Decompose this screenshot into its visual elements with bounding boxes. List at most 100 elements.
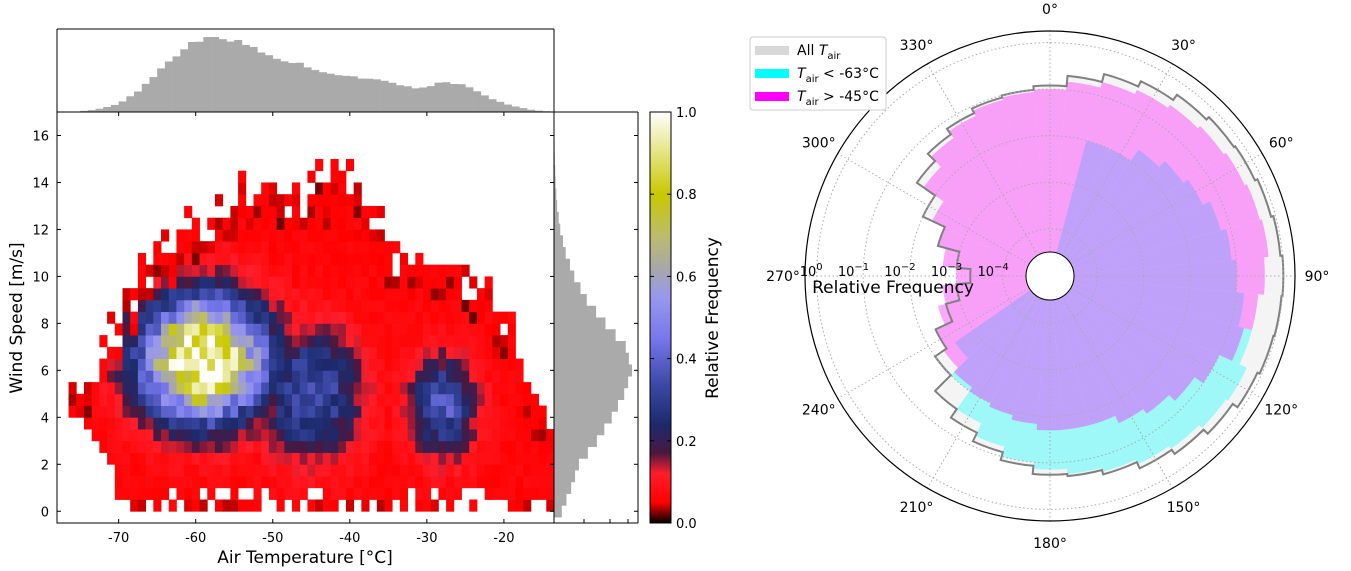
- heatmap-cell: [176, 311, 185, 324]
- heatmap-cell: [99, 405, 108, 418]
- heatmap-cell: [238, 464, 247, 477]
- heatmap-cell: [99, 370, 108, 383]
- heatmap-cell: [292, 429, 301, 442]
- heatmap-cell: [322, 487, 331, 500]
- heatmap-cell: [253, 487, 262, 500]
- heatmap-cell: [91, 393, 100, 406]
- heatmap-cell: [392, 487, 401, 500]
- heatmap-cell: [423, 464, 432, 477]
- heatmap-cell: [476, 358, 486, 371]
- heatmap-cell: [268, 370, 278, 383]
- top-histogram-bar: [218, 39, 227, 112]
- heatmap-cell: [392, 346, 401, 359]
- heatmap-cell: [153, 358, 162, 371]
- right-histogram-bars: [554, 117, 632, 518]
- polar-bar-warm: [932, 201, 1031, 266]
- polar-grid: [805, 31, 1295, 521]
- heatmap-cell: [315, 417, 324, 430]
- heatmap-cell: [114, 452, 123, 465]
- heatmap-cell: [376, 229, 385, 242]
- heatmap-cell: [238, 405, 247, 418]
- heatmap-cell: [214, 417, 224, 430]
- heatmap-cell: [238, 182, 247, 195]
- heatmap-cell: [423, 499, 432, 512]
- heatmap-cell: [500, 440, 509, 453]
- heatmap-cell: [207, 323, 216, 336]
- heatmap-cell: [214, 217, 224, 230]
- heatmap-cell: [268, 335, 278, 348]
- heatmap-cell: [261, 440, 270, 453]
- heatmap-cell: [430, 335, 439, 348]
- heatmap-cell: [184, 417, 193, 430]
- polar-bar-warm: [1069, 286, 1220, 384]
- heatmap-cell: [238, 217, 247, 230]
- polar-bar-all: [1073, 278, 1282, 337]
- heatmap-cell: [307, 323, 316, 336]
- heatmap-cell: [184, 205, 193, 219]
- heatmap-cell: [469, 499, 478, 512]
- heatmap-cell: [399, 276, 408, 289]
- heatmap-cell: [330, 158, 339, 172]
- heatmap-cell: [214, 499, 224, 512]
- heatmap-cell: [184, 370, 193, 383]
- heatmap-cell: [438, 288, 447, 301]
- heatmap-cell: [515, 405, 524, 418]
- heatmap-cell: [315, 205, 324, 219]
- heatmap-cell: [515, 429, 524, 442]
- heatmap-cell: [399, 346, 408, 359]
- x-tick-label: -50: [262, 531, 283, 546]
- heatmap-cell: [423, 393, 432, 406]
- heatmap-cell: [399, 311, 408, 324]
- heatmap-cell: [245, 276, 254, 289]
- heatmap-cell: [438, 346, 447, 359]
- heatmap-cell: [268, 417, 278, 430]
- heatmap-cell: [284, 346, 293, 359]
- heatmap-cell: [145, 476, 154, 489]
- heatmap-cell: [392, 311, 401, 324]
- heatmap-cell: [307, 346, 316, 359]
- heatmap-cell: [353, 452, 362, 465]
- heatmap-cell: [184, 499, 193, 512]
- top-histogram-bar: [157, 68, 166, 112]
- heatmap-cell: [415, 323, 424, 336]
- heatmap-cell: [145, 311, 154, 324]
- heatmap-cell: [199, 499, 208, 512]
- heatmap-cell: [345, 229, 355, 242]
- heatmap-cell: [369, 417, 378, 430]
- heatmap-cell: [261, 452, 270, 465]
- heatmap-cell: [114, 417, 123, 430]
- top-histogram-bar: [403, 86, 412, 112]
- heatmap-cell: [423, 311, 432, 324]
- right-histogram-bar: [554, 258, 570, 271]
- heatmap-cell: [515, 487, 524, 500]
- polar-bar-all: [1071, 282, 1274, 374]
- heatmap-cell: [461, 393, 470, 406]
- heatmap-cell: [369, 440, 378, 453]
- heatmap-cell: [476, 335, 486, 348]
- right-histogram-bar: [554, 282, 581, 295]
- top-histogram-bar: [419, 87, 428, 112]
- heatmap-cell: [153, 487, 162, 500]
- heatmap-cell: [222, 452, 231, 465]
- heatmap-cell: [137, 252, 147, 266]
- heatmap-cell: [130, 346, 139, 359]
- heatmap-cell: [122, 429, 131, 442]
- heatmap-cell: [292, 311, 301, 324]
- heatmap-cell: [461, 358, 470, 371]
- heatmap-cell: [492, 440, 501, 453]
- top-histogram-bar: [488, 99, 497, 112]
- heatmap-cell: [530, 464, 539, 477]
- legend-entry-cold: Tair < -63°C: [797, 66, 879, 85]
- heatmap-cell: [184, 335, 193, 348]
- heatmap-cell: [469, 417, 478, 430]
- heatmap-cell: [330, 346, 339, 359]
- heatmap-cell: [122, 487, 131, 500]
- heatmap-cell: [338, 276, 347, 289]
- top-histogram-bar: [187, 41, 196, 113]
- heatmap-cell: [222, 335, 231, 348]
- heatmap-cell: [168, 264, 177, 277]
- heatmap-cell: [392, 417, 401, 430]
- heatmap-cell: [199, 452, 208, 465]
- polar-bar-cold: [1001, 299, 1048, 463]
- heatmap-cell: [399, 382, 408, 395]
